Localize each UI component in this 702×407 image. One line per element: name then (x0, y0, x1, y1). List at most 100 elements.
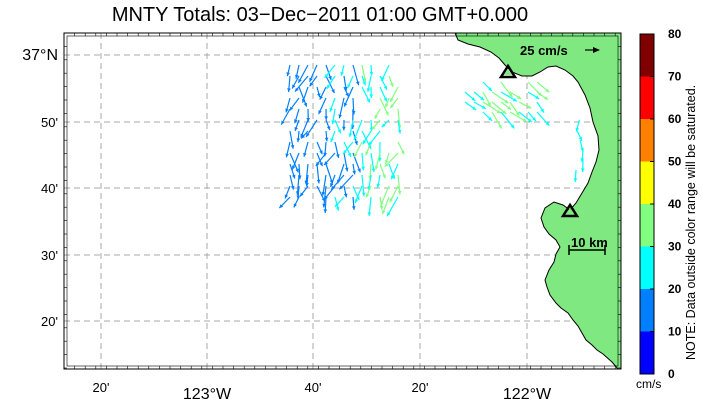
map-title: MNTY Totals: 03−Dec−2011 01:00 GMT+0.000 (111, 4, 529, 26)
current-vector (518, 101, 532, 109)
current-vector (316, 163, 321, 184)
current-vector (294, 75, 309, 93)
current-vector (306, 108, 311, 122)
current-vector (361, 86, 371, 103)
current-vector (285, 141, 291, 158)
current-vector (324, 64, 336, 79)
current-vector (361, 174, 366, 197)
current-vector (334, 119, 342, 134)
current-vector (329, 97, 336, 113)
current-vector (361, 152, 365, 171)
colorbar-unit: cm/s (636, 377, 662, 391)
colorbar-segment (640, 119, 654, 162)
current-vector (536, 111, 550, 127)
current-vector (376, 174, 381, 188)
colorbar-segment (640, 34, 654, 77)
current-vector (286, 64, 291, 77)
current-vector (379, 97, 389, 116)
current-vector (379, 163, 386, 179)
current-vector (342, 141, 354, 155)
colorbar-tick-label: 50 (668, 155, 682, 169)
current-vector (353, 141, 363, 158)
current-vectors (278, 64, 585, 217)
current-vector (482, 111, 493, 122)
current-vector (374, 108, 381, 119)
current-vector (323, 152, 336, 166)
current-vector (384, 152, 399, 168)
current-vector (309, 75, 318, 87)
current-vector (280, 108, 291, 125)
colorbar-segment (640, 246, 654, 289)
colorbar-segment (640, 204, 654, 247)
colorbar-tick-label: 80 (668, 27, 682, 41)
colorbar-tick-labels: 80 70 60 50 40 30 20 10 0 (650, 27, 682, 381)
current-vector (325, 119, 331, 131)
current-vector (323, 196, 328, 213)
longitude-label: 20' (412, 380, 429, 395)
current-vector (384, 152, 390, 165)
current-vector (342, 119, 346, 131)
current-vector (334, 196, 345, 208)
current-vector (397, 141, 405, 155)
current-vector (325, 75, 336, 94)
current-vector (365, 185, 372, 198)
longitude-labels: 20' 123°W 40' 20' 122°W (93, 380, 552, 403)
map-inner-border (66, 35, 619, 367)
current-vector (343, 86, 350, 97)
current-vector (369, 64, 374, 76)
current-vector (296, 130, 301, 143)
scale-arrow-label: 25 cm/s (520, 43, 568, 58)
current-vector (291, 152, 300, 170)
colorbar-segment (640, 289, 654, 332)
current-vector (347, 75, 354, 89)
colorbar-segment (640, 331, 654, 374)
current-vector (343, 152, 349, 172)
current-vector (319, 86, 327, 100)
current-vector (389, 86, 399, 103)
current-vector (334, 141, 340, 159)
current-vector (287, 75, 291, 93)
colorbar-tick-label: 60 (668, 112, 682, 126)
longitude-label: 20' (93, 380, 110, 395)
current-vector (316, 86, 321, 98)
current-vector (527, 91, 540, 100)
current-vector (369, 86, 374, 98)
current-vector (343, 185, 348, 198)
scale-bar-label: 10 km (571, 235, 608, 250)
current-vector (348, 119, 354, 138)
radar-site-marker (560, 202, 580, 218)
latitude-label: 37°N (22, 47, 58, 64)
scale-bar (568, 245, 606, 255)
current-vector (299, 185, 309, 197)
current-vector (509, 101, 520, 117)
current-vector (381, 64, 390, 82)
current-vector (500, 101, 512, 110)
current-vector (297, 64, 309, 84)
current-vector (491, 91, 509, 104)
latitude-labels: 37°N 50' 40' 30' 20' (22, 47, 58, 329)
latitude-label: 20' (41, 314, 58, 329)
colorbar-tick-label: 0 (668, 367, 675, 381)
current-vector (379, 86, 388, 102)
current-vector (367, 196, 372, 217)
current-vector (397, 174, 402, 195)
current-vector (326, 75, 336, 90)
current-vector (482, 91, 492, 107)
current-vector (343, 86, 354, 107)
longitude-label: 40' (305, 380, 322, 395)
current-vector (351, 196, 356, 210)
current-vector (362, 130, 372, 145)
current-vector (482, 101, 502, 114)
colorbar-segment (640, 161, 654, 204)
frame-ticks (63, 32, 621, 369)
current-vector (352, 64, 360, 86)
current-vector (294, 119, 300, 132)
current-vector (338, 97, 345, 119)
latitude-label: 40' (41, 181, 58, 196)
current-vector (289, 174, 295, 190)
current-vector (388, 75, 394, 88)
colorbar-tick-label: 30 (668, 240, 682, 254)
current-vector (330, 174, 345, 191)
scale-arrow (585, 47, 600, 53)
